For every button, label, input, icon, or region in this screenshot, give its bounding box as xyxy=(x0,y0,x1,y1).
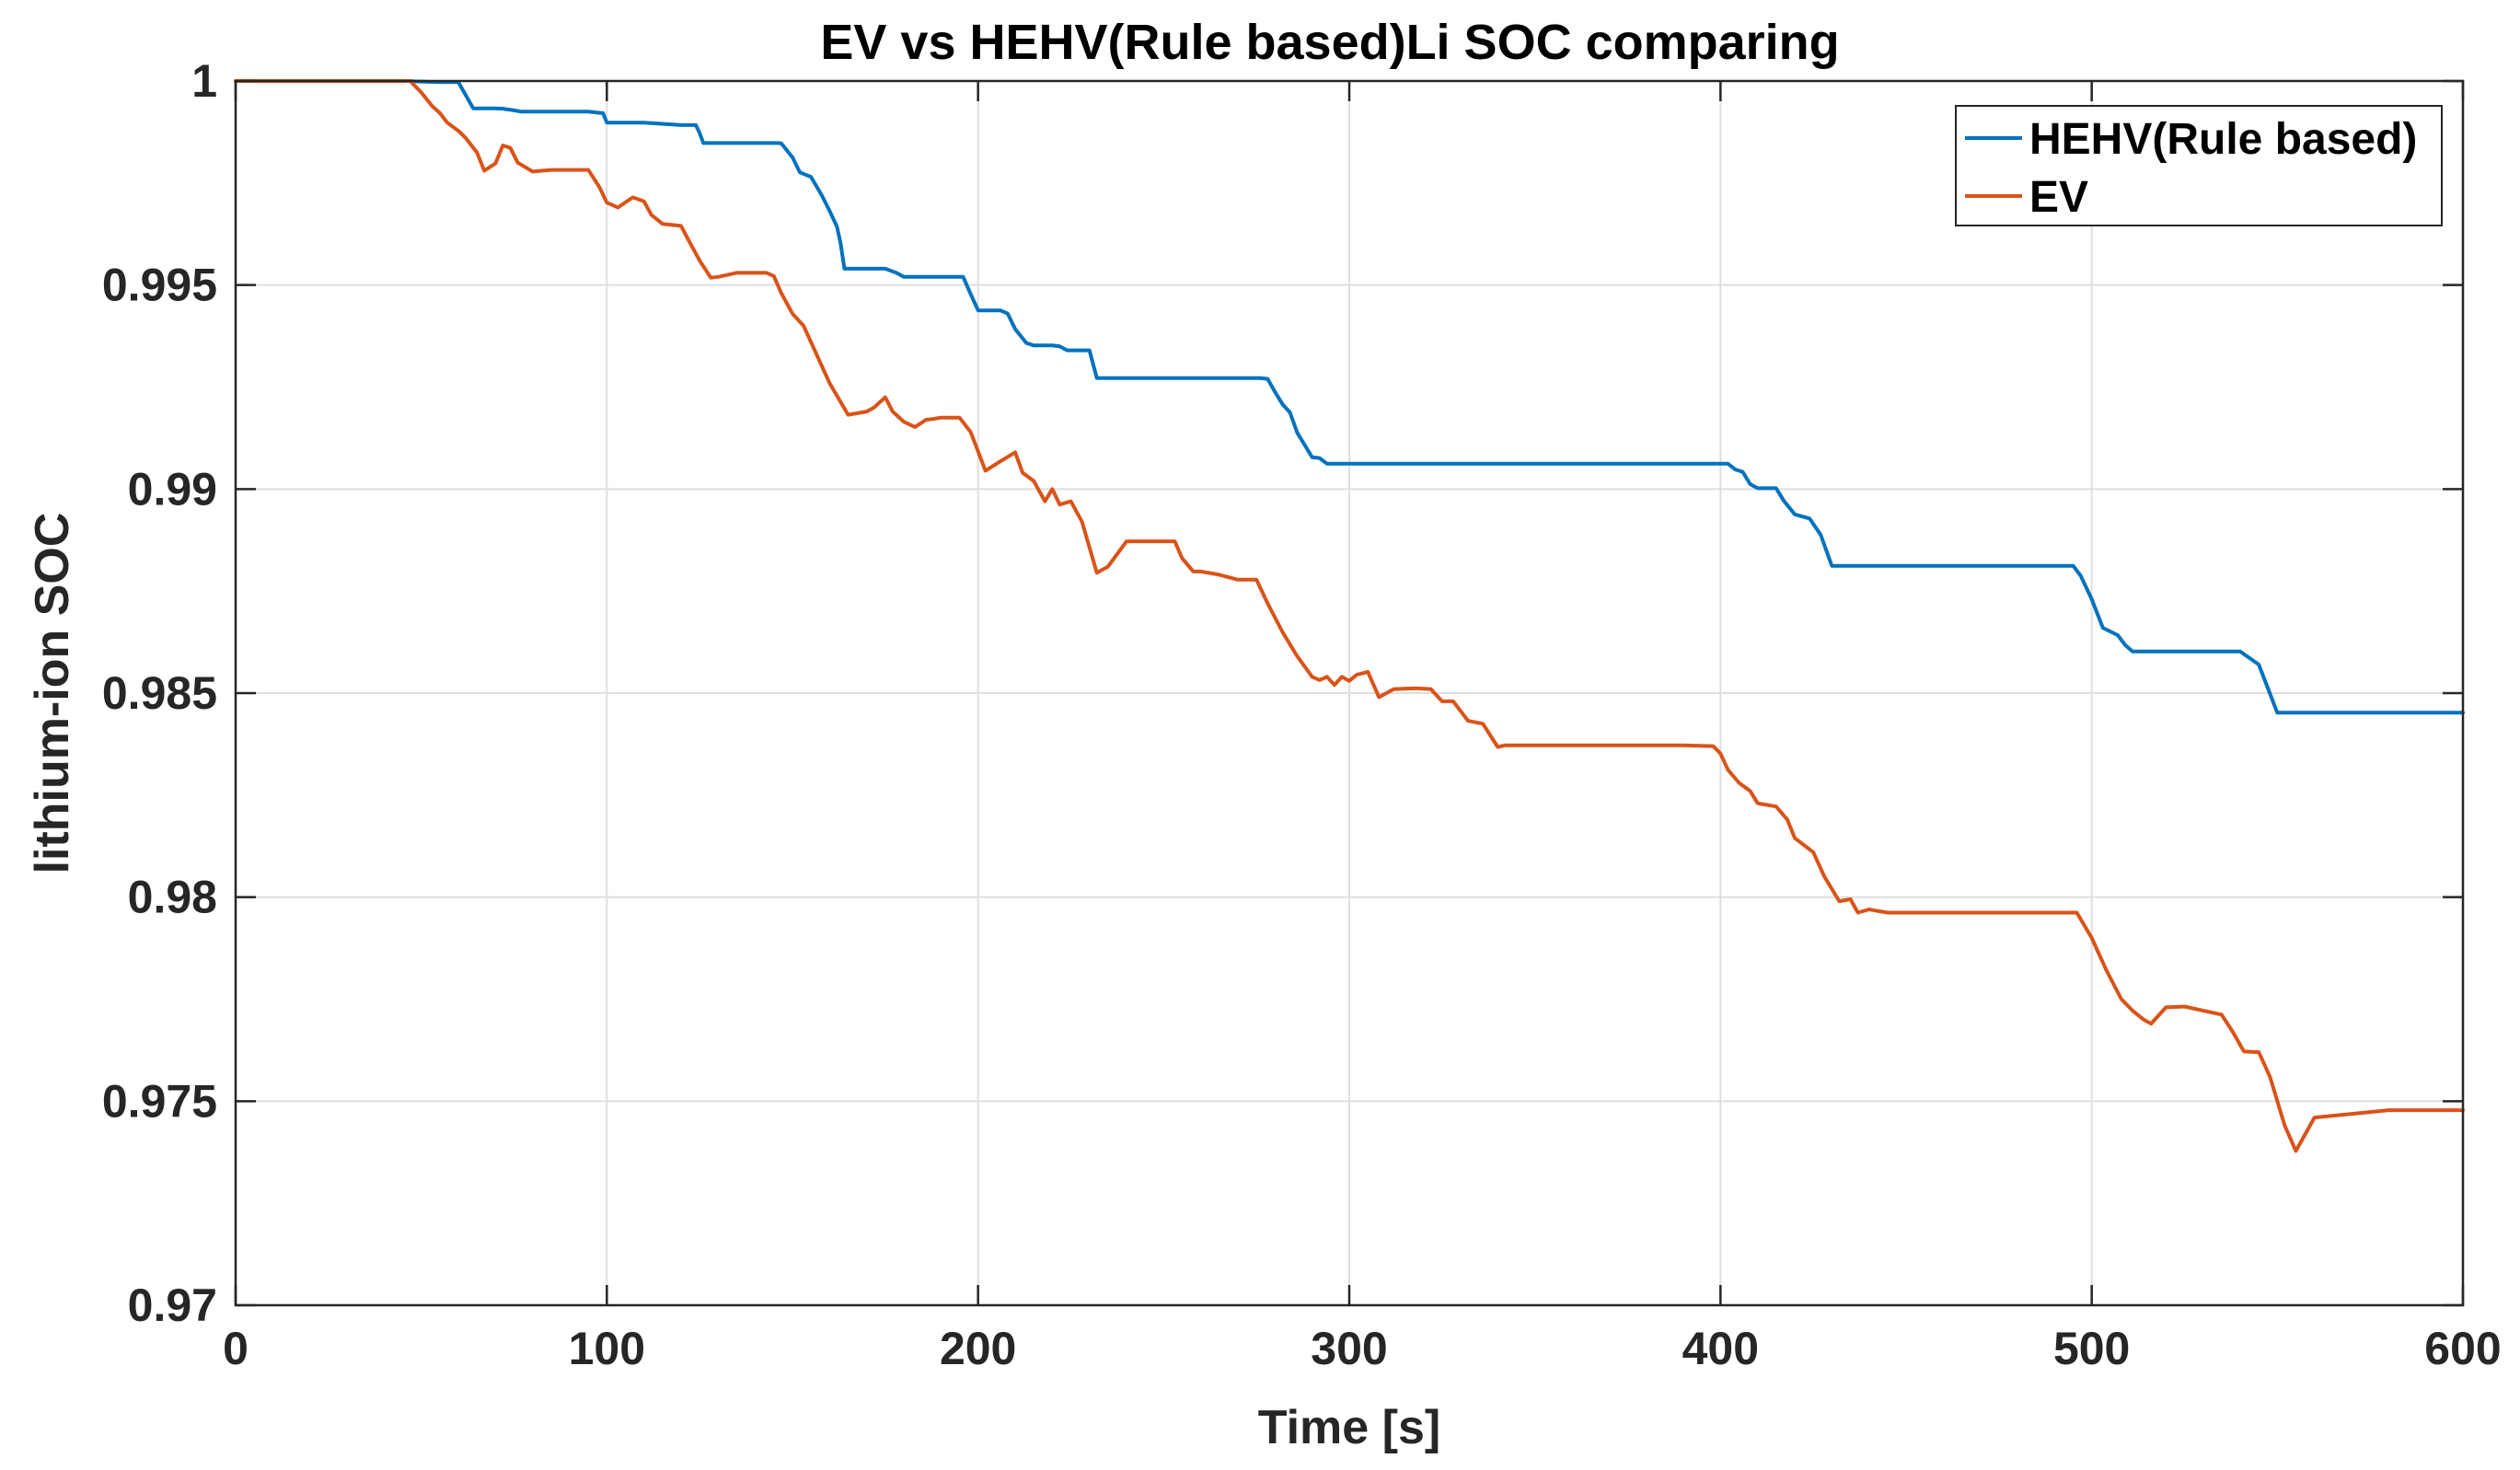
y-tick-label: 0.98 xyxy=(128,872,217,923)
series-line-1 xyxy=(234,79,2465,1153)
y-tick-label: 0.97 xyxy=(128,1279,217,1331)
x-tick-label: 400 xyxy=(1682,1323,1759,1374)
axis-ticks xyxy=(234,79,2465,1307)
y-axis-label: lithium-ion SOC xyxy=(26,513,79,874)
y-tick-label: 0.995 xyxy=(102,260,217,311)
y-tick-label: 0.99 xyxy=(128,463,217,515)
legend-box xyxy=(1955,105,2443,226)
x-tick-label: 100 xyxy=(569,1323,645,1374)
legend: HEHV(Rule based) EV xyxy=(1955,105,2443,226)
legend-label-hehv: HEHV(Rule based) xyxy=(2029,115,2417,164)
x-tick-label: 500 xyxy=(2053,1323,2130,1374)
series-lines xyxy=(234,79,2465,1153)
x-tick-label: 0 xyxy=(223,1323,249,1374)
legend-label-ev: EV xyxy=(2029,173,2088,222)
chart-title: EV vs HEHV(Rule based)Li SOC comparing xyxy=(820,15,1839,70)
x-tick-labels: 0 100 200 300 400 500 600 xyxy=(223,1323,2502,1374)
y-tick-label: 0.985 xyxy=(102,667,217,719)
series-line-0 xyxy=(234,79,2465,715)
x-tick-label: 600 xyxy=(2424,1323,2501,1374)
y-tick-label: 0.975 xyxy=(102,1075,217,1127)
x-axis-label: Time [s] xyxy=(1258,1401,1440,1454)
y-tick-labels: 0.97 0.975 0.98 0.985 0.99 0.995 1 xyxy=(102,55,217,1331)
y-tick-label: 1 xyxy=(191,55,217,107)
x-tick-label: 300 xyxy=(1311,1323,1387,1374)
x-tick-label: 200 xyxy=(940,1323,1016,1374)
